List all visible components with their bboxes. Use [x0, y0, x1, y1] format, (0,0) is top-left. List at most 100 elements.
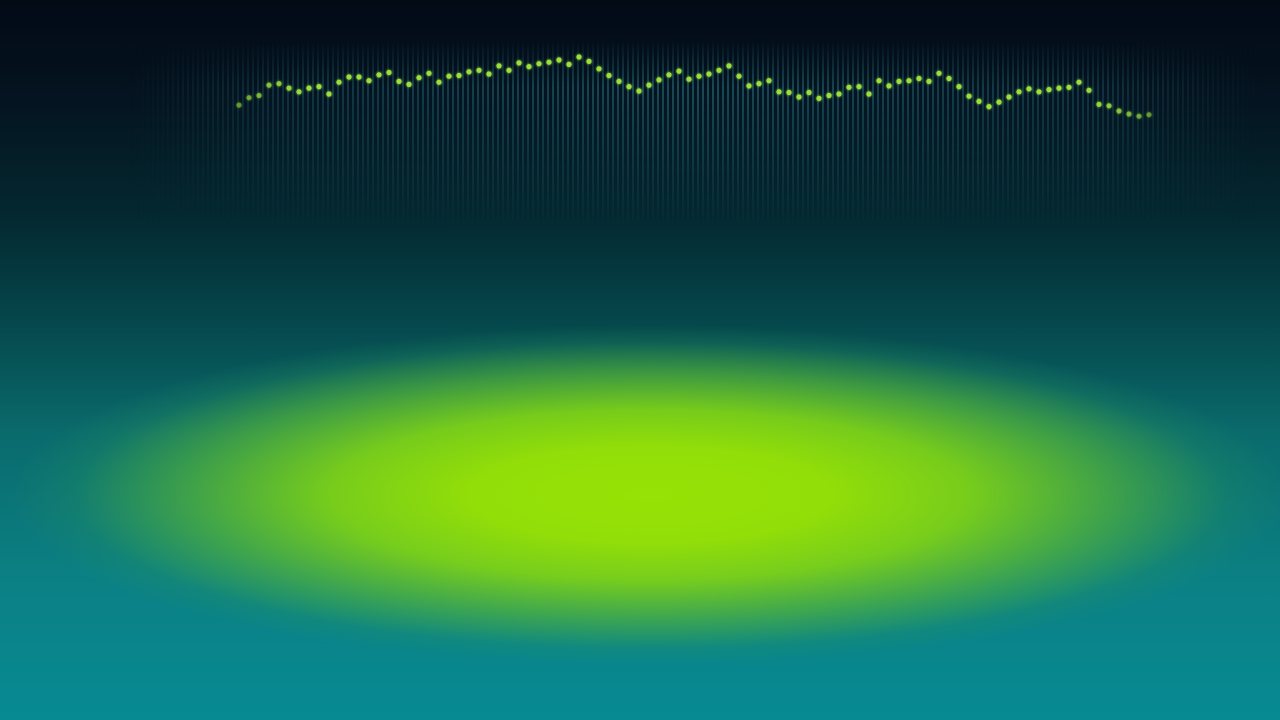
- visualizer-bar: [432, 40, 434, 230]
- visualizer-bar: [922, 40, 924, 230]
- visualizer-dot: [276, 81, 282, 87]
- visualizer-dot: [1006, 94, 1012, 100]
- visualizer-bar: [417, 40, 419, 230]
- visualizer-bar: [702, 40, 704, 230]
- visualizer-dot: [646, 82, 652, 88]
- visualizer-dot: [676, 68, 682, 74]
- visualizer-dot: [256, 92, 262, 99]
- visualizer-dot: [1036, 89, 1042, 95]
- visualizer-dot: [1046, 87, 1052, 93]
- visualizer-dot: [906, 78, 912, 84]
- visualizer-bar: [1047, 40, 1049, 230]
- visualizer-bar: [807, 40, 809, 230]
- visualizer-bar: [232, 40, 234, 230]
- visualizer-dot: [596, 66, 602, 72]
- visualizer-bar: [182, 40, 184, 230]
- visualizer-dot: [896, 78, 902, 84]
- visualizer-bar: [707, 40, 709, 230]
- visualizer-bar: [372, 40, 374, 230]
- visualizer-bar: [647, 40, 649, 230]
- visualizer-bar: [612, 40, 614, 230]
- visualizer-bar: [492, 40, 494, 230]
- visualizer-bar: [602, 40, 604, 230]
- visualizer-bar: [757, 40, 759, 230]
- visualizer-bar: [202, 40, 204, 230]
- visualizer-bar: [212, 40, 214, 230]
- visualizer-bar: [422, 40, 424, 230]
- visualizer-bar: [1052, 40, 1054, 230]
- visualizer-bar: [842, 40, 844, 230]
- visualizer-bar: [517, 40, 519, 230]
- visualizer-dot: [526, 64, 532, 70]
- visualizer-dot: [566, 61, 572, 67]
- visualizer-dot: [1076, 79, 1082, 85]
- visualizer-bar: [1137, 40, 1139, 230]
- visualizer-bar: [242, 40, 244, 230]
- visualizer-dot: [966, 93, 972, 99]
- visualizer-bar: [407, 40, 409, 230]
- visualizer-dot: [1096, 101, 1102, 107]
- visualizer-bar: [272, 40, 274, 230]
- visualizer-bar: [1127, 40, 1129, 230]
- visualizer-bar: [1257, 40, 1259, 230]
- visualizer-bar: [162, 40, 164, 230]
- visualizer-dot: [556, 57, 562, 63]
- visualizer-bar: [1227, 40, 1229, 230]
- visualizer-dot: [416, 75, 422, 81]
- visualizer-bar: [142, 40, 144, 230]
- visualizer-dot: [616, 78, 622, 84]
- visualizer-bar: [542, 40, 544, 230]
- visualizer-bar: [1067, 40, 1069, 230]
- visualizer-dot: [816, 95, 822, 101]
- visualizer-bar: [392, 40, 394, 230]
- visualizer-bar: [462, 40, 464, 230]
- visualizer-dot: [736, 73, 742, 79]
- visualizer-bar: [1252, 40, 1254, 230]
- visualizer-bar: [722, 40, 724, 230]
- visualizer-dot: [826, 92, 832, 99]
- visualizer-dot: [1106, 103, 1112, 109]
- visualizer-dot: [396, 78, 402, 84]
- visualizer-dot: [686, 76, 692, 82]
- visualizer-bar: [527, 40, 529, 230]
- visualizer-bar: [157, 40, 159, 230]
- visualizer-dot: [286, 85, 292, 91]
- visualizer-dot: [456, 72, 462, 79]
- visualizer-bar: [532, 40, 534, 230]
- visualizer-bar: [837, 40, 839, 230]
- visualizer-bar: [207, 40, 209, 230]
- visualizer-bar: [1187, 40, 1189, 230]
- visualizer-bar: [1182, 40, 1184, 230]
- visualizer-bar: [1032, 40, 1034, 230]
- visualizer-bar: [552, 40, 554, 230]
- visualizer-bar: [607, 40, 609, 230]
- visualizer-bar: [257, 40, 259, 230]
- visualizer-bar: [637, 40, 639, 230]
- visualizer-bar: [307, 40, 309, 230]
- visualizer-dot: [586, 58, 592, 64]
- visualizer-dot: [446, 73, 452, 79]
- visualizer-bar: [682, 40, 684, 230]
- visualizer-bar: [1002, 40, 1004, 230]
- visualizer-dot: [336, 79, 342, 85]
- visualizer-bar: [577, 40, 579, 230]
- visualizer-bar: [472, 40, 474, 230]
- visualizer-bar: [1082, 40, 1084, 230]
- visualizer-bar: [677, 40, 679, 230]
- visualizer-bar: [587, 40, 589, 230]
- visualizer-dot: [466, 69, 472, 75]
- visualizer-dot: [1056, 85, 1062, 91]
- visualizer-bar: [477, 40, 479, 230]
- visualizer-dot: [346, 74, 352, 80]
- visualizer-dot: [376, 72, 382, 78]
- visualizer-bar: [332, 40, 334, 230]
- visualizer-dot: [856, 84, 862, 90]
- visualizer-dot: [996, 99, 1002, 105]
- visualizer-bar: [937, 40, 939, 230]
- visualizer-bar: [1057, 40, 1059, 230]
- visualizer-dot: [306, 85, 312, 91]
- visualizer-bar: [777, 40, 779, 230]
- visualizer-bar: [1112, 40, 1114, 230]
- visualizer-bar: [1232, 40, 1234, 230]
- visualizer-dot: [986, 104, 992, 110]
